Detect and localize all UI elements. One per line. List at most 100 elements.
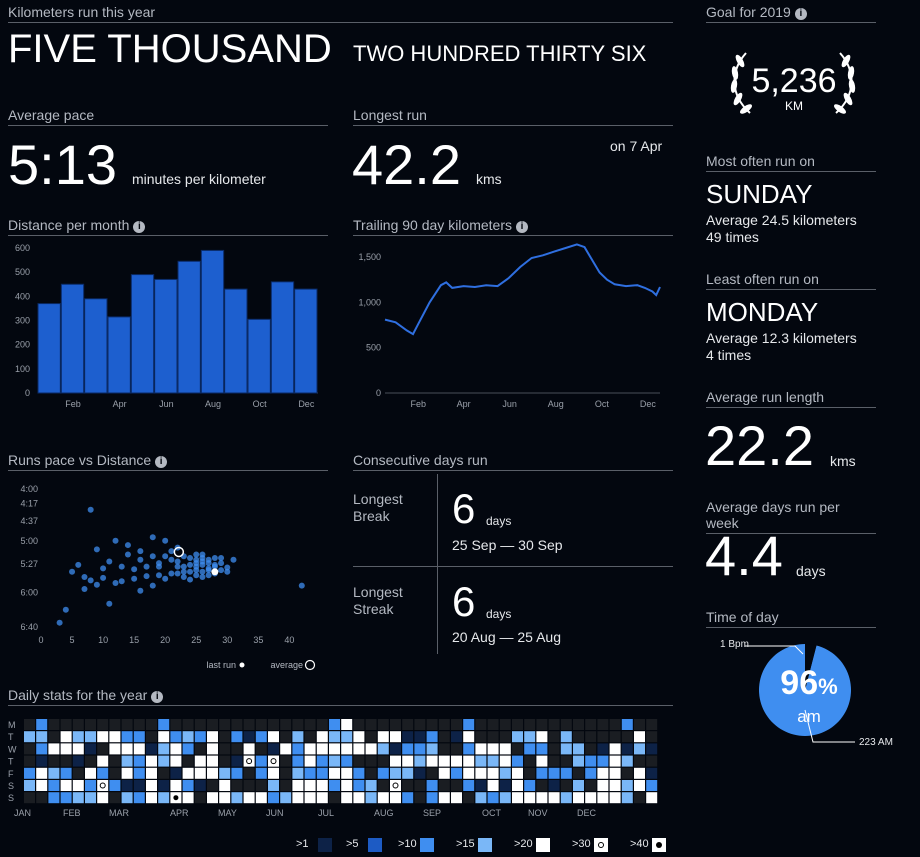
scatter-point bbox=[205, 572, 212, 579]
y-tick-label: 6:40 bbox=[20, 622, 38, 632]
weekday-label: S bbox=[8, 793, 14, 803]
day-cell bbox=[487, 719, 499, 730]
day-cell bbox=[365, 792, 377, 804]
day-cell bbox=[280, 792, 292, 804]
x-tick-label: 20 bbox=[160, 635, 170, 645]
x-tick-label: 0 bbox=[38, 635, 43, 645]
day-cell bbox=[146, 792, 157, 804]
day-cell bbox=[475, 719, 487, 730]
distance-per-month-label: Distance per month i bbox=[8, 217, 328, 236]
y-tick-label: 0 bbox=[25, 388, 30, 398]
legend-swatch bbox=[652, 838, 666, 852]
day-cell bbox=[524, 755, 536, 767]
info-icon[interactable]: i bbox=[155, 456, 168, 468]
day-cell bbox=[341, 767, 353, 779]
laurel-wreath-icon bbox=[730, 52, 856, 114]
scatter-point bbox=[106, 558, 113, 565]
avg-days-week-unit: days bbox=[796, 563, 826, 579]
consecutive-divider-vertical bbox=[437, 474, 438, 654]
average-point bbox=[173, 546, 185, 558]
day-cell bbox=[597, 719, 609, 730]
day-cell bbox=[573, 719, 584, 730]
day-cell bbox=[341, 719, 353, 730]
day-cell bbox=[512, 731, 523, 743]
day-cell bbox=[438, 719, 450, 730]
day-cell bbox=[48, 767, 60, 779]
day-cell bbox=[341, 755, 353, 767]
day-cell bbox=[60, 743, 72, 755]
avg-run-length-unit: kms bbox=[830, 453, 856, 469]
legend-label: >5 bbox=[346, 838, 359, 850]
am-label: 223 AM bbox=[859, 737, 893, 748]
day-cell bbox=[72, 792, 84, 804]
day-cell bbox=[280, 743, 292, 755]
info-icon[interactable]: i bbox=[133, 221, 146, 233]
info-icon[interactable]: i bbox=[151, 691, 164, 703]
day-cell bbox=[280, 731, 292, 743]
day-cell-ring-marker bbox=[99, 782, 106, 789]
day-cell bbox=[597, 792, 609, 804]
avg-run-length-label: Average run length bbox=[706, 389, 876, 408]
day-cell bbox=[280, 755, 292, 767]
day-cell bbox=[646, 755, 658, 767]
bar bbox=[270, 281, 295, 394]
day-cell bbox=[451, 731, 462, 743]
day-cell bbox=[499, 792, 511, 804]
day-cell bbox=[60, 780, 72, 791]
day-cell bbox=[414, 767, 426, 779]
day-cell bbox=[548, 780, 560, 791]
scatter-point bbox=[187, 576, 194, 583]
day-cell-ring-marker bbox=[392, 782, 399, 789]
headline-label: Kilometers run this year bbox=[8, 4, 673, 23]
day-cell bbox=[316, 780, 328, 791]
day-cell bbox=[24, 780, 35, 791]
scatter-point bbox=[100, 565, 107, 572]
day-cell bbox=[109, 743, 121, 755]
day-cell bbox=[231, 743, 243, 755]
day-cell bbox=[634, 731, 645, 743]
day-cell bbox=[377, 743, 389, 755]
day-cell bbox=[634, 792, 645, 804]
avg-run-length-value: 22.2 bbox=[705, 414, 814, 477]
day-cell bbox=[255, 767, 267, 779]
day-cell bbox=[512, 792, 523, 804]
day-cell bbox=[292, 743, 304, 755]
day-cell bbox=[621, 731, 633, 743]
scatter-point bbox=[218, 567, 225, 574]
info-icon[interactable]: i bbox=[516, 221, 528, 233]
day-cell bbox=[329, 731, 340, 743]
day-cell bbox=[97, 755, 109, 767]
y-tick-label: 100 bbox=[15, 364, 30, 374]
day-cell bbox=[97, 780, 109, 791]
x-tick-label: 5 bbox=[70, 635, 75, 645]
day-cell bbox=[243, 719, 255, 730]
day-cell-ring-marker bbox=[246, 758, 253, 765]
day-cell bbox=[231, 780, 243, 791]
x-tick-label: 35 bbox=[253, 635, 263, 645]
least-often-day: MONDAY bbox=[706, 297, 819, 327]
scatter-point bbox=[118, 563, 125, 570]
day-cell bbox=[646, 792, 658, 804]
y-tick-label: 200 bbox=[15, 340, 30, 350]
scatter-point bbox=[93, 546, 100, 553]
x-tick-label: Aug bbox=[548, 399, 564, 409]
day-cell bbox=[207, 767, 218, 779]
legend-swatch bbox=[368, 838, 382, 852]
day-cell bbox=[158, 755, 170, 767]
day-cell bbox=[133, 719, 145, 730]
day-cell bbox=[451, 780, 462, 791]
pm-label: 1 Bpm bbox=[720, 639, 749, 650]
day-cell bbox=[402, 743, 414, 755]
day-cell bbox=[524, 767, 536, 779]
info-icon[interactable]: i bbox=[794, 8, 807, 20]
day-cell bbox=[304, 767, 316, 779]
day-cell bbox=[268, 731, 279, 743]
day-cell bbox=[365, 755, 377, 767]
day-cell bbox=[621, 792, 633, 804]
day-cell bbox=[292, 792, 304, 804]
day-cell bbox=[304, 780, 316, 791]
day-cell bbox=[512, 767, 523, 779]
day-cell bbox=[426, 792, 438, 804]
day-cell bbox=[646, 767, 658, 779]
day-cell-ring-marker bbox=[270, 758, 277, 765]
